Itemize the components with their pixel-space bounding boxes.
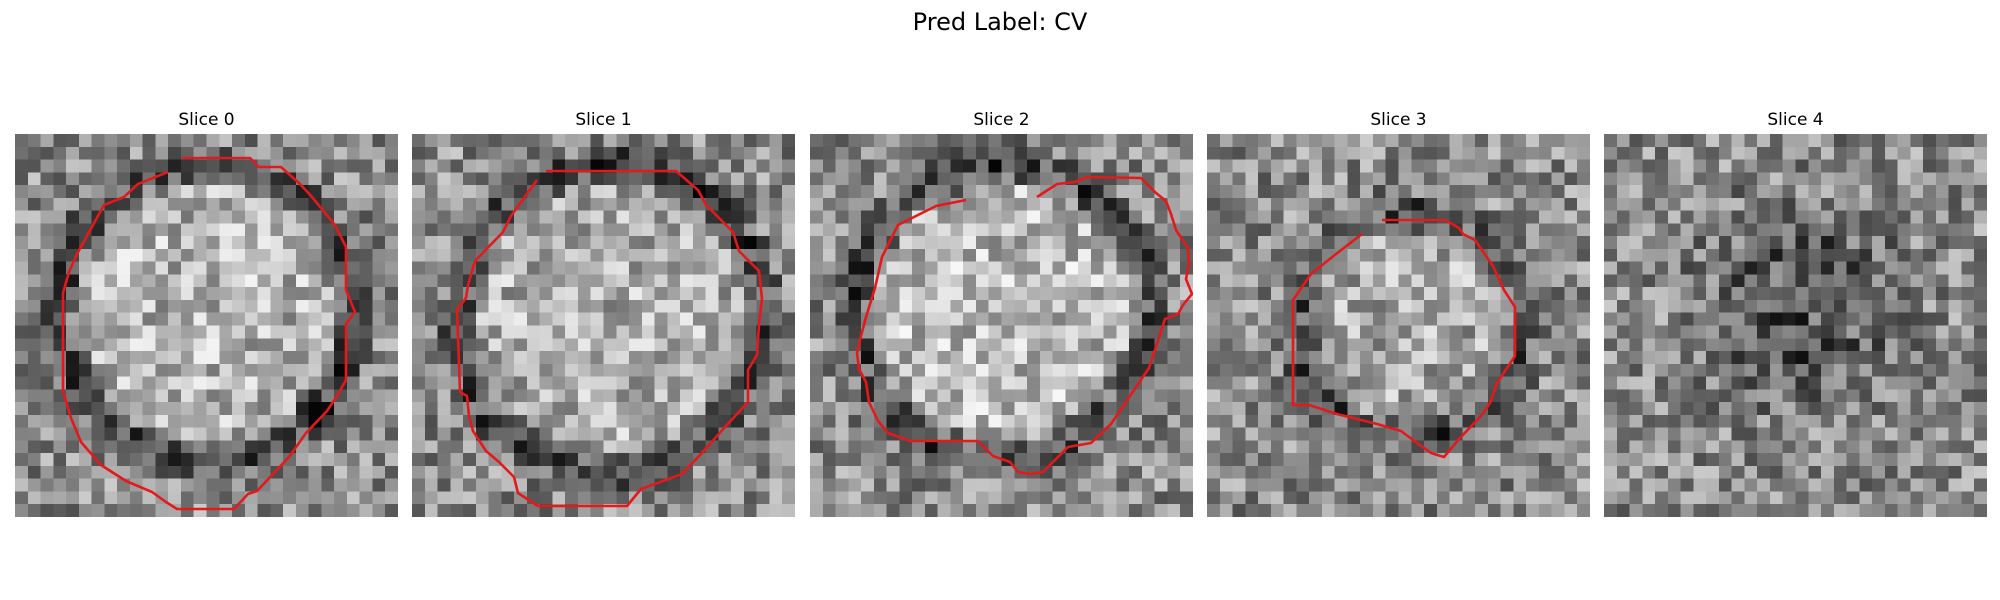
- segmentation-contour-overlay: [412, 134, 795, 517]
- slice-title-4: Slice 4: [1604, 108, 1987, 132]
- segmentation-contour: [457, 171, 762, 506]
- slice-image-1: [412, 134, 795, 517]
- slice-title-0: Slice 0: [15, 108, 398, 132]
- slice-image-4: [1604, 134, 1987, 517]
- slice-image-2: [810, 134, 1193, 517]
- slice-panel-4: Slice 4: [1604, 108, 1987, 132]
- segmentation-contour: [63, 158, 355, 509]
- slice-title-1: Slice 1: [412, 108, 795, 132]
- segmentation-contour-overlay: [810, 134, 1193, 517]
- slice-panel-3: Slice 3: [1207, 108, 1590, 132]
- slice-title-2: Slice 2: [810, 108, 1193, 132]
- figure-title: Pred Label: CV: [0, 8, 2000, 36]
- segmentation-contour: [1293, 220, 1515, 457]
- segmentation-contour-overlay: [1207, 134, 1590, 517]
- slice-title-3: Slice 3: [1207, 108, 1590, 132]
- slice-panel-0: Slice 0: [15, 108, 398, 132]
- slice-image-0: [15, 134, 398, 517]
- grayscale-slice-image: [1604, 134, 1987, 517]
- slice-image-3: [1207, 134, 1590, 517]
- segmentation-contour-overlay: [15, 134, 398, 517]
- slice-panel-1: Slice 1: [412, 108, 795, 132]
- segmentation-contour: [857, 177, 1192, 474]
- slice-panel-2: Slice 2: [810, 108, 1193, 132]
